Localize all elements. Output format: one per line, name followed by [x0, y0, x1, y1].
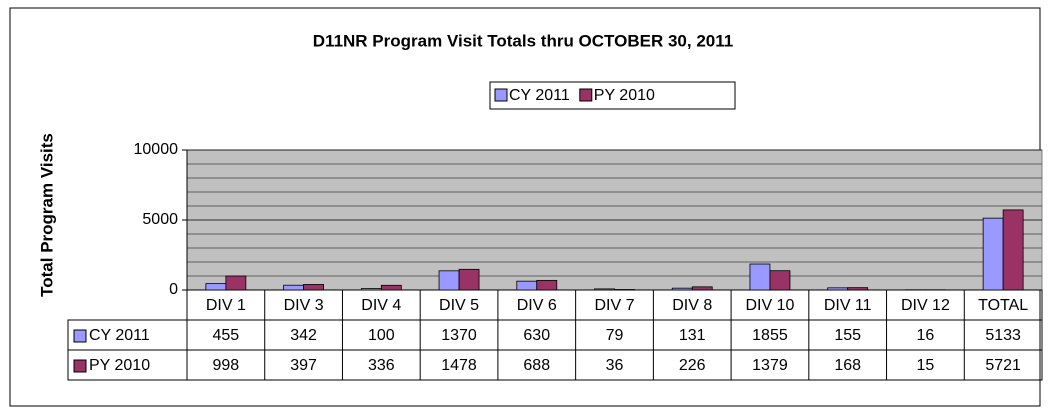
y-tick-label: 10000 [134, 141, 179, 158]
bar [225, 275, 247, 291]
table-value: 688 [523, 357, 550, 374]
legend-key [494, 88, 508, 102]
bar [827, 287, 849, 291]
bar [458, 268, 480, 291]
legend-label: PY 2010 [594, 87, 655, 104]
bar [380, 284, 402, 291]
table-value: 5721 [985, 357, 1021, 374]
table-value: 342 [290, 327, 317, 344]
x-tick-label: DIV 10 [745, 297, 794, 314]
x-tick-label: DIV 4 [361, 297, 401, 314]
table-value: 1855 [752, 327, 788, 344]
x-tick-label: DIV 8 [672, 297, 712, 314]
legend-label: CY 2011 [509, 87, 570, 104]
bar [1002, 209, 1024, 291]
table-value: 15 [917, 357, 935, 374]
y-axis-label: Total Program Visits [37, 133, 56, 297]
table-value: 36 [606, 357, 624, 374]
table-value: 397 [290, 357, 317, 374]
bar [691, 286, 713, 291]
table-value: 336 [368, 357, 395, 374]
bar [982, 217, 1004, 291]
bar [205, 283, 227, 291]
table-value: 16 [917, 327, 935, 344]
bar [671, 287, 693, 291]
x-tick-label: DIV 5 [439, 297, 479, 314]
table-value: 1478 [441, 357, 477, 374]
x-tick-label: DIV 12 [901, 297, 950, 314]
table-value: 226 [679, 357, 706, 374]
table-value: 131 [679, 327, 706, 344]
y-tick-label: 0 [169, 281, 178, 298]
table-value: 455 [213, 327, 240, 344]
table-legend-key [73, 329, 87, 343]
x-tick-label: DIV 3 [284, 297, 324, 314]
table-series-name: CY 2011 [89, 327, 150, 344]
bar [303, 284, 324, 291]
x-tick-label: DIV 1 [206, 297, 246, 314]
x-tick-label: DIV 7 [594, 297, 634, 314]
table-value: 998 [213, 357, 240, 374]
y-tick-label: 5000 [142, 211, 178, 228]
table-legend-key [73, 359, 87, 373]
table-value: 1379 [752, 357, 788, 374]
table-value: 155 [834, 327, 861, 344]
bar [360, 288, 382, 291]
table-value: 79 [606, 327, 624, 344]
x-tick-label: DIV 11 [824, 297, 872, 314]
table-value: 1370 [441, 327, 477, 344]
bar [438, 270, 460, 291]
legend [489, 81, 736, 110]
bar [283, 284, 304, 291]
bar [749, 263, 771, 291]
table-value: 5133 [985, 327, 1021, 344]
bar [847, 287, 869, 291]
bar [516, 280, 538, 291]
table-series-name: PY 2010 [89, 357, 150, 374]
bar [536, 279, 558, 291]
x-tick-label: TOTAL [978, 297, 1028, 314]
bar [614, 289, 635, 291]
table-value: 168 [834, 357, 861, 374]
legend-key [579, 88, 593, 102]
table-value: 630 [523, 327, 550, 344]
bar [594, 288, 615, 291]
x-tick-label: DIV 6 [517, 297, 557, 314]
table-value: 100 [368, 327, 395, 344]
bar [769, 270, 791, 291]
chart-title: D11NR Program Visit Totals thru OCTOBER … [313, 31, 733, 50]
